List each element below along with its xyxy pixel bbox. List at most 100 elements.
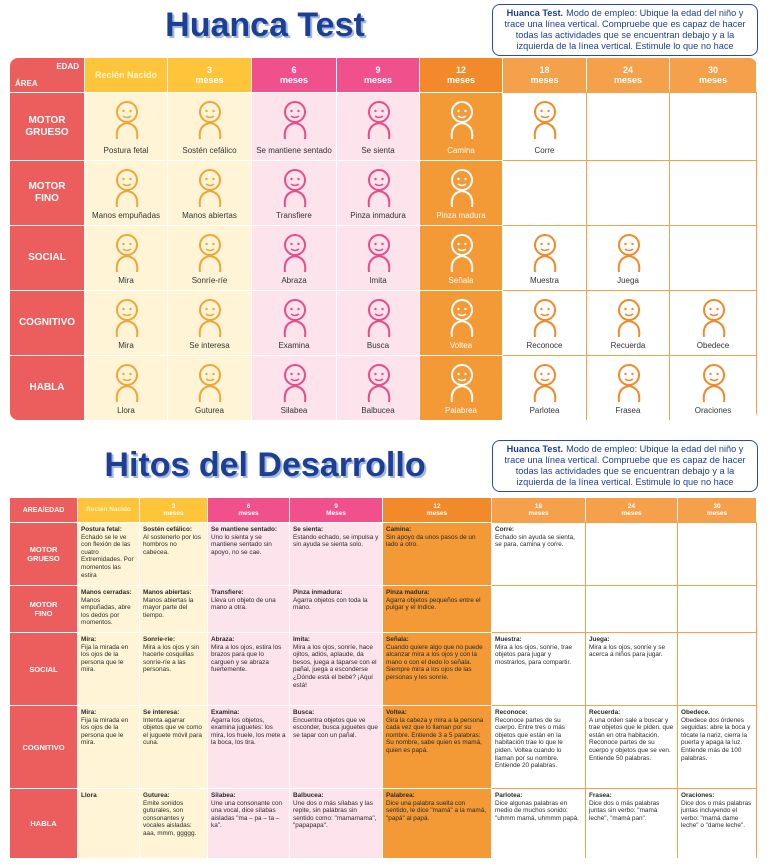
- cell: Oraciones: Dice dos o más palabras juntas…: [678, 788, 757, 858]
- icon: [450, 364, 473, 403]
- area-line: GRUESO: [25, 126, 69, 138]
- cell: [670, 160, 757, 225]
- icon: [450, 101, 473, 140]
- cell: [586, 522, 678, 585]
- cell: Balbucea: Une dos o más sílabas y las rep…: [290, 788, 383, 858]
- cell: Manos abiertas: [168, 160, 252, 225]
- cell-title: Juega:: [589, 636, 610, 643]
- cell: Juega: [587, 225, 670, 290]
- cell: [503, 160, 587, 225]
- cell-text: Sin apoyo da unos pasos de un lado a otr…: [386, 533, 476, 549]
- age-label: 3: [171, 502, 176, 510]
- corner: AREA/EDAD: [10, 498, 78, 522]
- cell-text: Agarra objetos pequeños entre el pulgar …: [386, 596, 481, 612]
- area-line: SOCIAL: [29, 664, 58, 674]
- cell-text: Agarra los objetos, examina juguetes: lo…: [211, 716, 286, 747]
- cell: Palabrea: [420, 355, 503, 420]
- cell: Parlotea: Dice algunas palabras en medio …: [492, 788, 586, 858]
- cell: Reconoce: Reconoce partes de su cuerpo. E…: [492, 705, 586, 788]
- area-line: FINO: [34, 609, 53, 618]
- age-label: Recién Nacido: [94, 70, 158, 80]
- icon: [115, 169, 138, 208]
- age-label: Meses: [326, 510, 346, 517]
- age-label: 30: [713, 502, 721, 510]
- cell-title: Balbucea:: [293, 792, 324, 799]
- cell: [587, 160, 670, 225]
- cell-title: Voltea:: [386, 709, 407, 716]
- cell: Reconoce: [503, 290, 587, 355]
- cell: Llora: [85, 355, 168, 420]
- corner: EDAD ÁREA: [10, 58, 85, 92]
- cell: Manos abiertas: Manos abiertas la mayor p…: [140, 585, 208, 632]
- age-header: 18 meses: [492, 498, 586, 522]
- cell-label: Examina: [278, 341, 310, 350]
- cell-title: Muestra:: [495, 636, 522, 643]
- cell: Palabrea: Dice una palabra suelta con sen…: [383, 788, 492, 858]
- cell-title: Sostén cefálico:: [143, 526, 193, 533]
- age-header: 24 meses: [587, 58, 670, 92]
- cell-label: Se mantiene sentado: [256, 146, 332, 155]
- cell: Postura fetal: Echado se le ve con flexió…: [78, 522, 140, 585]
- cell-text: Mira a los ojos y sin hacerle cosquillas…: [143, 643, 200, 674]
- icon: [283, 101, 306, 140]
- cell: Recuerda: [587, 290, 670, 355]
- cell: Obedece: [670, 290, 757, 355]
- age-label: 12: [455, 65, 466, 75]
- corner-bottom: ÁREA: [15, 79, 38, 88]
- cell-label: Obedece: [696, 341, 730, 350]
- cell: Voltea: [420, 290, 503, 355]
- area-label: MOTOR FINO: [10, 585, 78, 632]
- area-line: SOCIAL: [28, 252, 66, 263]
- area-label: HABLA: [10, 788, 78, 858]
- cell-label: Llora: [117, 406, 135, 415]
- cell-title: Oraciones:: [681, 792, 715, 799]
- instructions-bold: Huanca Test.: [506, 444, 564, 454]
- cell: Transfiere: Lleva un objeto de una mano a…: [208, 585, 290, 632]
- icon: [702, 299, 725, 338]
- cell-label: Postura fetal: [103, 146, 149, 155]
- cell-title: Se interesa:: [143, 709, 180, 716]
- icon: [283, 169, 306, 208]
- age-label: 6: [246, 502, 251, 510]
- cell-text: Une dos o más sílabas y las repite, sin …: [293, 799, 377, 830]
- cell-label: Manos abiertas: [182, 211, 237, 220]
- cell-text: Mira a los ojos, sonríe, hace ojitos, ad…: [293, 643, 377, 689]
- icon: [367, 101, 390, 140]
- cell: Se interesa: Intenta agarrar objetos que …: [140, 705, 208, 788]
- cell-text: Fija la mirada en los ojos de la persona…: [81, 643, 129, 674]
- icon: [533, 234, 557, 273]
- icon: [617, 299, 640, 338]
- cell-text: Manos abiertas la mayor parte del tiempo…: [143, 596, 194, 619]
- cell: Transfiere: [252, 160, 337, 225]
- cell: Imita: [337, 225, 420, 290]
- instructions: Huanca Test. Modo de empleo: Ubique la ed…: [492, 4, 758, 56]
- cell-label: Silabea: [280, 406, 308, 415]
- cell-text: Dice una palabra suelta con sentido, le …: [386, 799, 487, 822]
- cell-text: Cuando quiere algo que no puede alcanzar…: [386, 643, 483, 681]
- age-label: meses: [698, 75, 728, 85]
- age-label: meses: [279, 75, 309, 85]
- age-label: meses: [238, 510, 259, 517]
- area-label: COGNITIVO: [10, 705, 78, 788]
- cell-label: Voltea: [449, 341, 473, 350]
- cell: Corre: Echado sin ayuda se sienta, se par…: [492, 522, 586, 585]
- icon: [115, 364, 138, 403]
- cell: Imita: Mira a los ojos, sonríe, hace ojit…: [290, 632, 383, 705]
- age-header: 3 meses: [168, 58, 252, 92]
- icon: [115, 234, 138, 273]
- age-label: 9: [375, 65, 381, 75]
- cell: Se sienta: [337, 92, 420, 160]
- age-label: 18: [539, 65, 550, 75]
- cell: Manos cerradas: Manos empuñadas, abre los…: [78, 585, 140, 632]
- icon: [450, 299, 473, 338]
- area-line: COGNITIVO: [18, 317, 76, 328]
- age-header: 9 Meses: [290, 498, 383, 522]
- age-label: 24: [622, 65, 633, 75]
- cell-title: Obedece.: [681, 709, 710, 716]
- cell-title: Pinza inmadura:: [293, 589, 343, 596]
- cell-title: Abraza:: [211, 636, 235, 643]
- title: Hitos del Desarrollo: [104, 446, 426, 484]
- icon: [198, 169, 222, 208]
- area-line: HABLA: [29, 382, 65, 393]
- corner-top: EDAD: [56, 62, 79, 71]
